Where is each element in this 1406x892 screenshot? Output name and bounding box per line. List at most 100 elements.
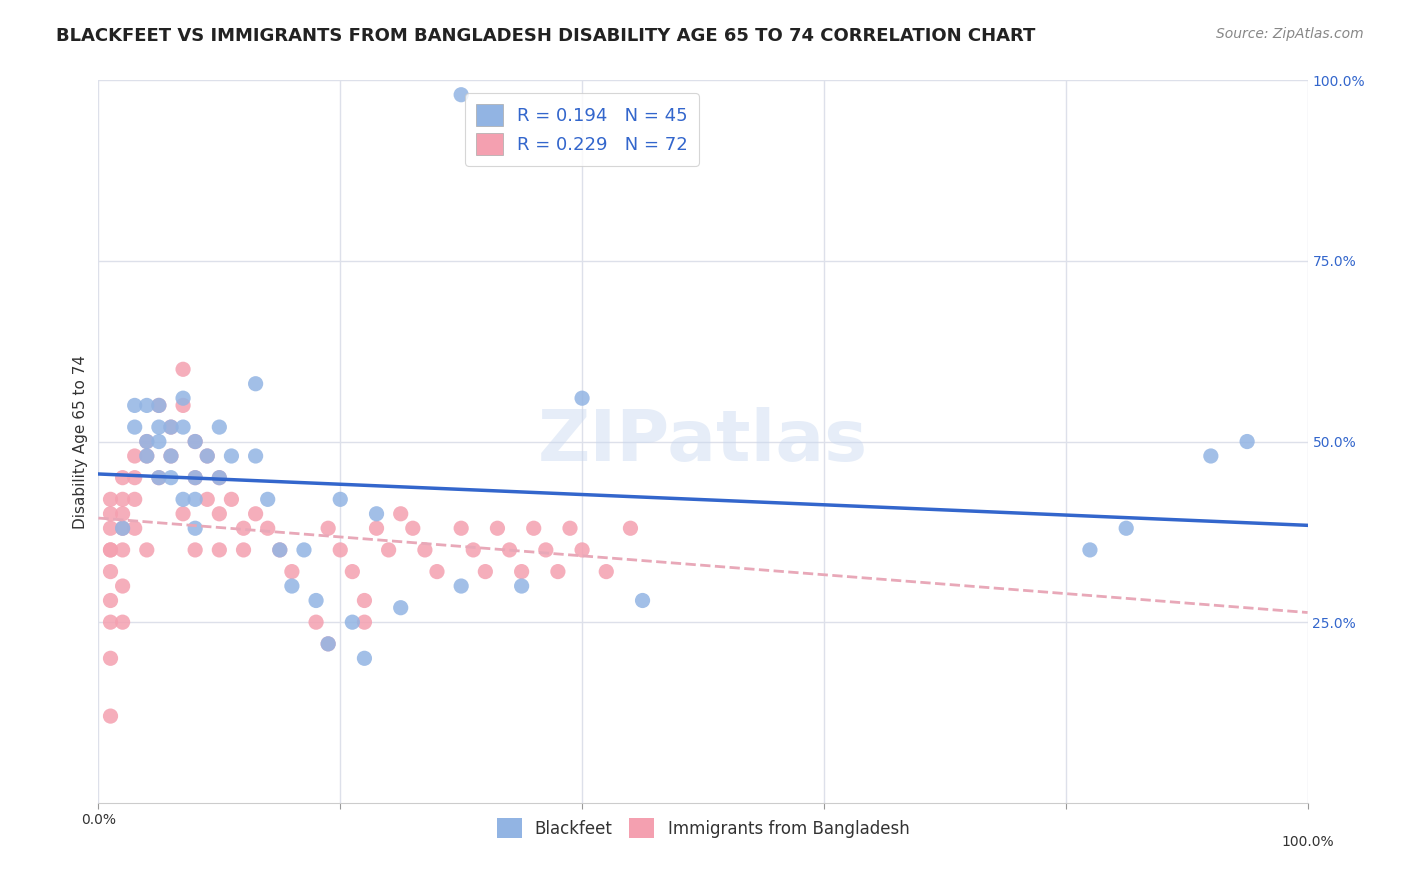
Point (413, 542, 436, 557)
Point (184, 542, 207, 557)
Point (111, 507, 134, 521)
Point (595, 565, 617, 579)
Point (184, 434, 207, 449)
Legend: Blackfeet, Immigrants from Bangladesh: Blackfeet, Immigrants from Bangladesh (489, 812, 917, 845)
Point (160, 449, 183, 463)
Point (100, 492, 122, 507)
Point (124, 420, 146, 434)
Point (534, 542, 557, 557)
Point (100, 593, 122, 607)
Point (547, 565, 569, 579)
Point (221, 449, 243, 463)
Point (100, 542, 122, 557)
Text: Source: ZipAtlas.com: Source: ZipAtlas.com (1216, 27, 1364, 41)
Point (353, 651, 375, 665)
Point (571, 542, 593, 557)
Point (269, 542, 291, 557)
Point (111, 542, 134, 557)
Point (316, 637, 339, 651)
Point (160, 470, 183, 484)
Point (402, 521, 425, 535)
Point (100, 507, 122, 521)
Y-axis label: Disability Age 65 to 74: Disability Age 65 to 74 (73, 354, 89, 529)
Point (100, 615, 122, 630)
Point (353, 593, 375, 607)
Point (124, 398, 146, 412)
Point (523, 521, 546, 535)
Point (195, 449, 218, 463)
Point (184, 521, 207, 535)
Point (100, 565, 122, 579)
Point (135, 434, 157, 449)
Point (148, 470, 170, 484)
Text: ZIPatlas: ZIPatlas (538, 407, 868, 476)
Point (619, 521, 641, 535)
Point (245, 507, 267, 521)
Point (172, 398, 194, 412)
Point (172, 391, 194, 405)
Point (256, 521, 278, 535)
Point (124, 521, 146, 535)
Point (558, 521, 581, 535)
Point (111, 521, 134, 535)
Point (269, 542, 291, 557)
Point (366, 521, 388, 535)
Point (450, 87, 472, 102)
Point (305, 593, 328, 607)
Point (184, 434, 207, 449)
Point (463, 542, 485, 557)
Point (245, 449, 267, 463)
Point (281, 579, 304, 593)
Point (1236, 434, 1258, 449)
Point (510, 579, 533, 593)
Point (1199, 449, 1222, 463)
Point (172, 492, 194, 507)
Point (148, 434, 170, 449)
Point (221, 492, 243, 507)
Point (135, 398, 157, 412)
Point (208, 507, 231, 521)
Point (148, 470, 170, 484)
Point (135, 449, 157, 463)
Point (450, 521, 472, 535)
Point (450, 579, 472, 593)
Point (486, 521, 509, 535)
Point (474, 565, 496, 579)
Point (195, 449, 218, 463)
Point (135, 542, 157, 557)
Point (148, 420, 170, 434)
Point (184, 470, 207, 484)
Point (100, 709, 122, 723)
Point (208, 470, 231, 484)
Point (208, 470, 231, 484)
Point (498, 542, 520, 557)
Point (342, 565, 364, 579)
Point (353, 615, 375, 630)
Point (366, 507, 388, 521)
Point (631, 593, 654, 607)
Point (305, 615, 328, 630)
Point (281, 565, 304, 579)
Point (195, 492, 218, 507)
Point (256, 492, 278, 507)
Point (342, 615, 364, 630)
Point (124, 492, 146, 507)
Point (100, 651, 122, 665)
Point (100, 542, 122, 557)
Point (292, 542, 315, 557)
Point (124, 449, 146, 463)
Point (124, 470, 146, 484)
Point (160, 449, 183, 463)
Point (329, 492, 352, 507)
Point (111, 615, 134, 630)
Point (184, 492, 207, 507)
Point (135, 434, 157, 449)
Point (232, 521, 254, 535)
Point (111, 521, 134, 535)
Point (316, 521, 339, 535)
Point (1078, 542, 1101, 557)
Point (208, 542, 231, 557)
Point (426, 565, 449, 579)
Point (232, 542, 254, 557)
Point (100, 521, 122, 535)
